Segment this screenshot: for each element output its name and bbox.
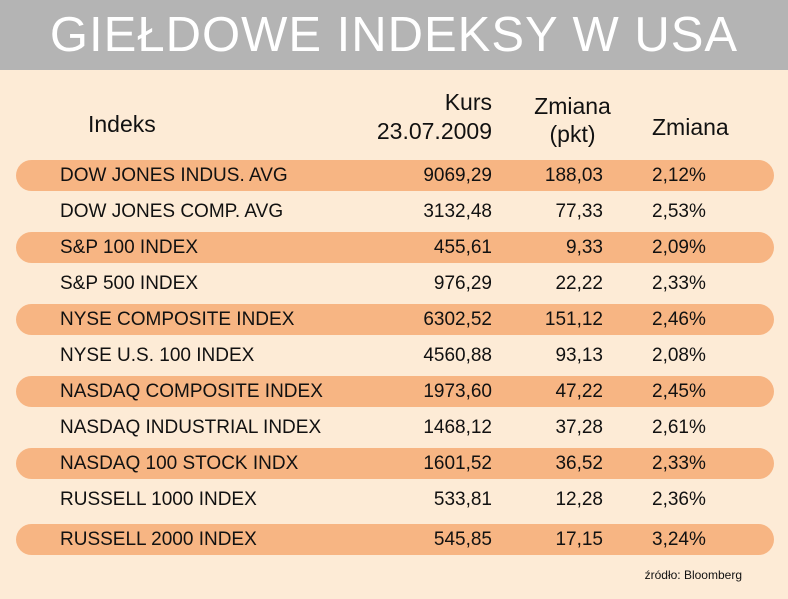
index-name-cell: RUSSELL 1000 INDEX <box>60 489 257 510</box>
change-pts-cell: 36,52 <box>555 453 603 474</box>
column-header-change-pct: Zmiana <box>652 114 729 140</box>
kurs-cell: 455,61 <box>433 237 492 258</box>
change-pts-cell: 188,03 <box>544 165 603 186</box>
table-row: DOW JONES INDUS. AVG 9069,29 188,03 2,12% <box>16 160 774 191</box>
index-name-cell: NASDAQ INDUSTRIAL INDEX <box>60 417 322 438</box>
change-pct-cell: 2,61% <box>652 417 706 438</box>
kurs-cell: 976,29 <box>433 273 492 294</box>
change-pct-cell: 2,33% <box>652 453 706 474</box>
index-name-cell: RUSSELL 2000 INDEX <box>60 529 257 550</box>
kurs-cell: 545,85 <box>433 529 492 550</box>
change-pct-cell: 3,24% <box>652 529 706 550</box>
column-header-kurs-date: 23.07.2009 <box>376 118 492 144</box>
kurs-cell: 1973,60 <box>423 381 492 402</box>
change-pct-cell: 2,53% <box>652 201 706 222</box>
page-title: GIEŁDOWE INDEKSY W USA <box>49 8 739 62</box>
table-row: RUSSELL 2000 INDEX 545,85 17,15 3,24% <box>16 524 774 555</box>
change-pts-cell: 17,15 <box>555 529 603 550</box>
table-row: NASDAQ INDUSTRIAL INDEX 1468,12 37,28 2,61% <box>16 412 774 443</box>
change-pts-cell: 93,13 <box>555 345 603 366</box>
change-pct-cell: 2,46% <box>652 309 706 330</box>
column-header-kurs: Kurs <box>444 89 492 115</box>
index-name-cell: NYSE COMPOSITE INDEX <box>60 309 295 330</box>
change-pct-cell: 2,45% <box>652 381 706 402</box>
index-name-cell: DOW JONES INDUS. AVG <box>60 165 288 186</box>
table-row: NASDAQ 100 STOCK INDX 1601,52 36,52 2,33% <box>16 448 774 479</box>
kurs-cell: 6302,52 <box>423 309 492 330</box>
table-row: NASDAQ COMPOSITE INDEX 1973,60 47,22 2,45% <box>16 376 774 407</box>
index-name-cell: NASDAQ COMPOSITE INDEX <box>60 381 323 402</box>
change-pts-cell: 37,28 <box>555 417 603 438</box>
change-pts-cell: 77,33 <box>555 201 603 222</box>
kurs-cell: 533,81 <box>433 489 492 510</box>
change-pct-cell: 2,36% <box>652 489 706 510</box>
index-name-cell: S&P 500 INDEX <box>60 273 199 294</box>
kurs-cell: 9069,29 <box>423 165 492 186</box>
index-name-cell: NASDAQ 100 STOCK INDX <box>60 453 299 474</box>
change-pts-cell: 12,28 <box>555 489 603 510</box>
kurs-cell: 1468,12 <box>423 417 492 438</box>
change-pct-cell: 2,33% <box>652 273 706 294</box>
table-row: S&P 500 INDEX 976,29 22,22 2,33% <box>16 268 774 299</box>
change-pct-cell: 2,09% <box>652 237 706 258</box>
index-name-cell: NYSE U.S. 100 INDEX <box>60 345 255 366</box>
column-header-change-pts-unit: (pkt) <box>549 121 596 147</box>
title-bar <box>0 0 788 70</box>
change-pts-cell: 47,22 <box>555 381 603 402</box>
table-row: RUSSELL 1000 INDEX 533,81 12,28 2,36% <box>16 484 774 515</box>
index-name-cell: S&P 100 INDEX <box>60 237 199 258</box>
table-row: S&P 100 INDEX 455,61 9,33 2,09% <box>16 232 774 263</box>
kurs-cell: 4560,88 <box>423 345 492 366</box>
table-row: NYSE U.S. 100 INDEX 4560,88 93,13 2,08% <box>16 340 774 371</box>
column-header-change-pts: Zmiana <box>534 93 611 119</box>
change-pts-cell: 151,12 <box>544 309 603 330</box>
table-row: NYSE COMPOSITE INDEX 6302,52 151,12 2,46% <box>16 304 774 335</box>
source-note: źródło: Bloomberg <box>644 568 742 582</box>
change-pts-cell: 22,22 <box>555 273 603 294</box>
change-pct-cell: 2,12% <box>652 165 706 186</box>
table-row: DOW JONES COMP. AVG 3132,48 77,33 2,53% <box>16 196 774 227</box>
index-name-cell: DOW JONES COMP. AVG <box>60 201 284 222</box>
change-pts-cell: 9,33 <box>566 237 603 258</box>
kurs-cell: 3132,48 <box>423 201 492 222</box>
change-pct-cell: 2,08% <box>652 345 706 366</box>
column-header-index: Indeks <box>88 111 156 137</box>
kurs-cell: 1601,52 <box>423 453 492 474</box>
